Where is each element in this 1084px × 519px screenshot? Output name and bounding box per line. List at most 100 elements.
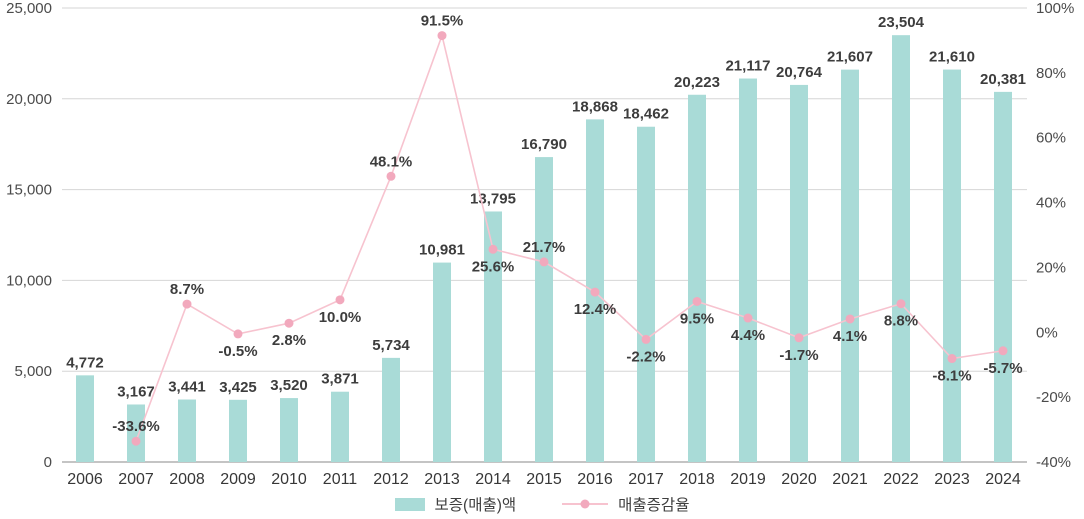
right-axis-tick-label: 40% [1036, 195, 1066, 212]
legend-item-guarantee-amount: 보증(매출)액 [394, 493, 517, 515]
bar [229, 399, 247, 462]
bar [637, 126, 655, 463]
percent-value-label: -33.6% [112, 418, 160, 435]
bar [841, 69, 859, 462]
line-point [488, 244, 498, 254]
line-point [590, 287, 600, 297]
bar [433, 262, 451, 462]
x-axis-year-label: 2011 [323, 471, 358, 488]
left-axis-tick-label: 10,000 [6, 272, 52, 289]
percent-value-label: 8.7% [170, 281, 204, 298]
line-point [284, 318, 294, 328]
bar-value-label: 20,764 [776, 64, 823, 81]
bar [688, 94, 706, 463]
bar [382, 357, 400, 462]
growth-rate-line [135, 32, 1004, 442]
bar [127, 404, 145, 462]
left-axis-tick-label: 25,000 [6, 0, 52, 17]
x-axis-year-label: 2006 [67, 471, 103, 488]
x-axis-year-label: 2012 [373, 471, 409, 488]
bar [280, 398, 298, 462]
bar-value-label: 21,610 [929, 49, 975, 66]
bar [943, 69, 961, 462]
bar [484, 211, 502, 462]
bar-value-label: 13,795 [470, 190, 516, 207]
right-axis-tick-label: 20% [1036, 259, 1066, 276]
x-axis-year-label: 2017 [628, 471, 664, 488]
x-axis-year-label: 2014 [475, 471, 511, 488]
percent-value-label: 91.5% [421, 13, 464, 30]
percent-value-label: -0.5% [218, 343, 257, 360]
bar-value-label: 3,167 [117, 383, 155, 400]
bar [892, 35, 910, 462]
x-axis-year-label: 2018 [679, 471, 715, 488]
line-point [845, 314, 855, 324]
right-axis-tick-label: 100% [1036, 0, 1074, 17]
percent-value-label: -8.1% [932, 368, 971, 385]
bar-value-label: 20,381 [980, 71, 1026, 88]
percent-value-label: 21.7% [523, 239, 566, 256]
right-axis-tick-label: 60% [1036, 130, 1066, 147]
percent-value-label: 12.4% [574, 301, 617, 318]
bar-value-label: 21,117 [725, 58, 770, 75]
bar-value-label: 3,520 [270, 377, 308, 394]
legend-label-guarantee-amount: 보증(매출)액 [434, 497, 517, 514]
line-point [692, 296, 702, 306]
line-point [998, 346, 1008, 356]
line-point [539, 257, 549, 267]
percent-value-label: -2.2% [626, 348, 665, 365]
left-axis-tick-label: 0 [44, 454, 52, 471]
x-axis-year-label: 2013 [424, 471, 460, 488]
percent-value-label: 48.1% [370, 153, 413, 170]
bar [994, 91, 1012, 462]
left-axis-tick-label: 15,000 [6, 182, 52, 199]
bar [76, 375, 94, 462]
x-axis-year-label: 2019 [730, 471, 766, 488]
line-point [131, 436, 141, 446]
percent-value-label: 25.6% [472, 258, 515, 275]
percent-value-label: 4.4% [731, 327, 765, 344]
bar-value-label: 21,607 [827, 49, 873, 66]
line-point [743, 313, 753, 323]
x-axis-year-label: 2023 [934, 471, 970, 488]
bar-value-label: 20,223 [674, 74, 720, 91]
bar-series-swatch-icon [394, 497, 425, 511]
line-point [182, 299, 192, 309]
x-axis-year-label: 2008 [169, 471, 205, 488]
bar [178, 399, 196, 462]
bar [535, 157, 553, 462]
left-axis-tick-label: 20,000 [6, 91, 52, 108]
bar-value-label: 18,462 [623, 106, 669, 123]
percent-value-label: 4.1% [833, 328, 867, 345]
x-axis-year-label: 2024 [985, 471, 1021, 488]
percent-value-label: 9.5% [680, 310, 714, 327]
percent-value-label: 2.8% [272, 332, 306, 349]
percent-value-label: 8.8% [884, 313, 918, 330]
bar-value-label: 23,504 [878, 14, 925, 31]
bar-value-label: 4,772 [66, 354, 104, 371]
legend-item-growth-rate: 매출증감율 [562, 493, 689, 515]
x-axis-year-label: 2016 [577, 471, 613, 488]
line-point [896, 299, 906, 309]
right-axis-tick-label: -20% [1036, 389, 1071, 406]
bar-value-label: 10,981 [419, 242, 465, 259]
line-series-swatch-icon [562, 499, 609, 509]
bar-value-label: 5,734 [372, 337, 410, 354]
right-axis-tick-label: -40% [1036, 454, 1071, 471]
line-point [794, 333, 804, 343]
bar-value-label: 3,871 [321, 371, 359, 388]
legend-label-growth-rate: 매출증감율 [618, 497, 690, 514]
bar [739, 78, 757, 462]
x-axis-year-label: 2021 [832, 471, 868, 488]
bar-value-label: 18,868 [572, 98, 618, 115]
line-point [233, 329, 243, 339]
line-point [386, 171, 396, 181]
percent-value-label: 10.0% [319, 309, 362, 326]
x-axis-year-label: 2020 [781, 471, 817, 488]
line-point [335, 295, 345, 305]
left-axis-tick-label: 5,000 [14, 363, 52, 380]
line-point [641, 334, 651, 344]
bar-value-label: 16,790 [521, 136, 567, 153]
